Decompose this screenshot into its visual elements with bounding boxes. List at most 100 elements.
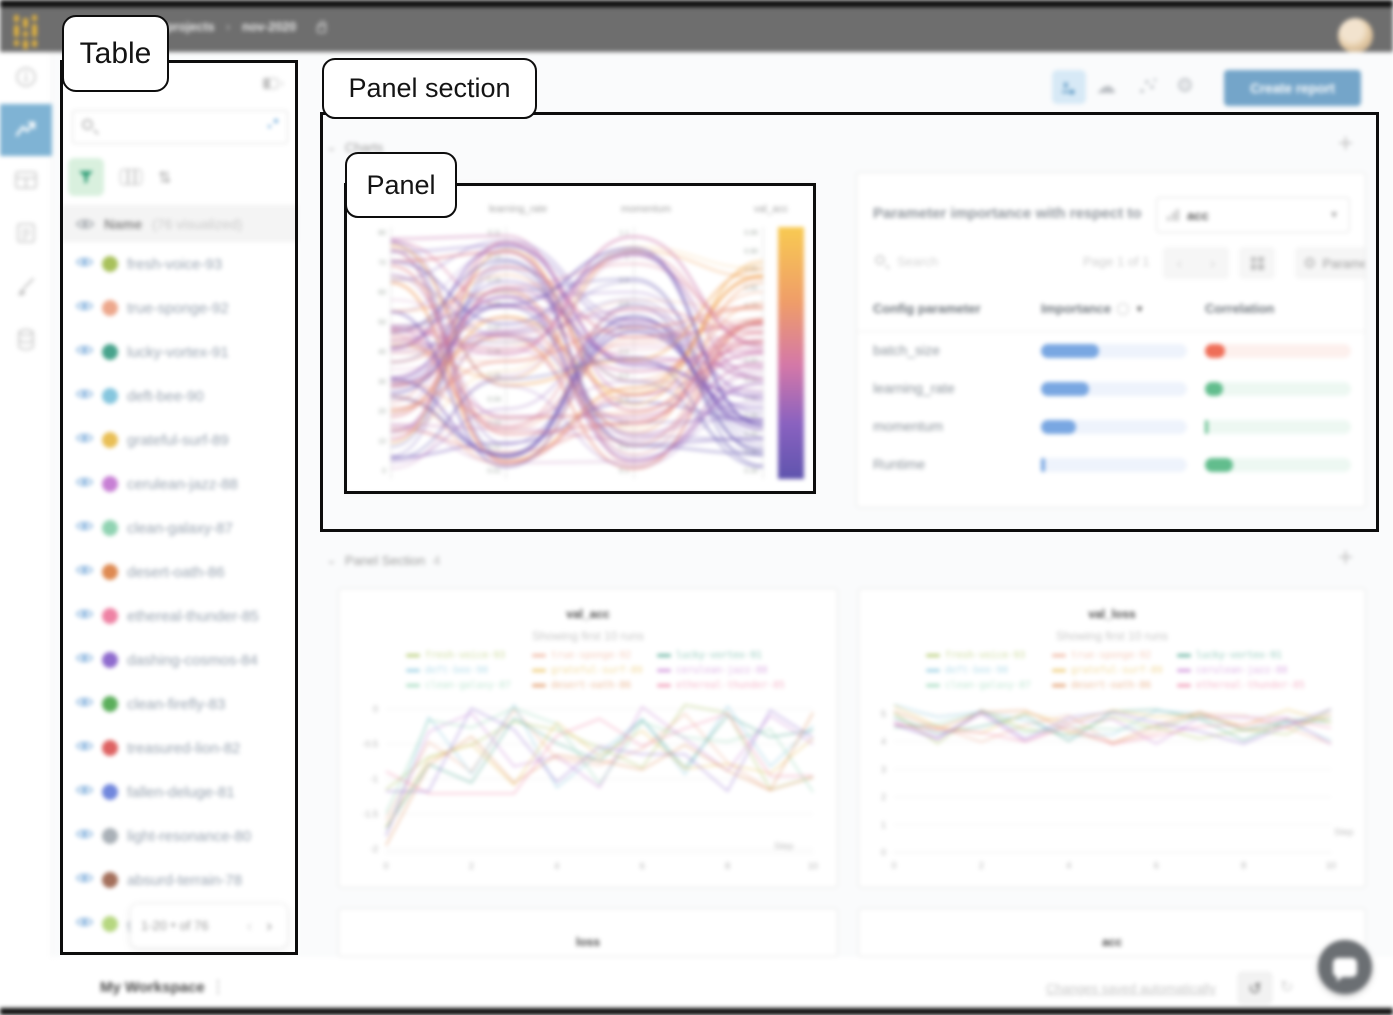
run-name[interactable]: absurd-terrain-78 (127, 871, 243, 889)
artifacts-database-icon[interactable] (16, 328, 36, 357)
overview-info-icon[interactable] (15, 66, 37, 93)
table-row[interactable]: treasured-lion-82 (62, 726, 298, 770)
autosave-status[interactable]: Changes saved automatically (1046, 981, 1216, 996)
charts-section-header[interactable]: ⌄ Charts (326, 140, 383, 155)
legend-item[interactable]: desert-oath-86 (532, 679, 631, 691)
visibility-eye-icon[interactable] (75, 740, 94, 752)
loss-chart-panel[interactable]: loss (338, 908, 838, 957)
scatter-panel-icon[interactable] (1138, 76, 1158, 101)
legend-item[interactable]: deft-bee-90 (406, 664, 488, 676)
metric-select-dropdown[interactable]: acc ▼ (1156, 197, 1350, 233)
run-name[interactable]: deft-bee-90 (127, 387, 204, 405)
correlation-header[interactable]: Correlation (1205, 301, 1275, 316)
table-row[interactable]: ethereal-thunder-85 (62, 594, 298, 638)
legend-item[interactable]: grateful-surf-89 (1052, 664, 1163, 676)
legend-item[interactable]: fresh-voice-93 (406, 649, 505, 661)
table-row[interactable]: light-resonance-80 (62, 814, 298, 858)
run-name[interactable]: lucky-vortex-91 (127, 343, 229, 361)
visibility-eye-icon[interactable] (75, 564, 94, 576)
runs-search-input[interactable] (72, 110, 288, 144)
settings-gear-icon[interactable]: ⚙ (1176, 73, 1194, 97)
workspace-menu-kebab-icon[interactable]: ⋮ (210, 979, 226, 996)
parallel-coordinates-panel[interactable]: learning_rate momentum val_acc 80 70 60 50 40 3… (344, 183, 815, 494)
legend-item[interactable]: lucky-vortex-91 (657, 649, 762, 661)
run-name[interactable]: fallen-deluge-81 (127, 783, 235, 801)
section-collapse-chevron-icon[interactable]: ⌄ (326, 140, 337, 155)
visibility-eye-icon[interactable] (75, 432, 94, 444)
collapse-sidebar-icon[interactable]: › (263, 76, 284, 90)
legend-item[interactable]: grateful-surf-89 (532, 664, 643, 676)
user-avatar[interactable] (1338, 18, 1373, 53)
workspace-charts-tab[interactable] (0, 104, 52, 156)
importance-row[interactable]: Runtime (857, 446, 1365, 484)
run-name[interactable]: clean-firefly-83 (127, 695, 226, 713)
table-row[interactable]: desert-oath-86 (62, 550, 298, 594)
table-row[interactable]: true-sponge-92 (62, 286, 298, 330)
x-axis-settings-button[interactable]: x (1052, 70, 1086, 104)
add-panel-button[interactable]: + (1338, 542, 1354, 572)
importance-row[interactable]: momentum (857, 408, 1365, 446)
legend-item[interactable]: cerulean-jazz-88 (1177, 664, 1288, 676)
legend-item[interactable]: fresh-voice-93 (926, 649, 1025, 661)
panel-section-2-header[interactable]: ⌄ Panel Section 4 (326, 553, 440, 568)
pagination-range[interactable]: 1-20 (141, 918, 168, 933)
importance-search-input[interactable]: Search (897, 254, 939, 269)
table-row[interactable]: deft-bee-90 (62, 374, 298, 418)
run-name[interactable]: cerulean-jazz-88 (127, 475, 238, 493)
visibility-eye-icon[interactable] (75, 608, 94, 620)
parameter-importance-panel[interactable]: Parameter importance with respect to acc… (856, 172, 1366, 508)
next-page-icon[interactable]: › (1210, 254, 1215, 272)
legend-item[interactable]: desert-oath-86 (1052, 679, 1151, 691)
breadcrumb-project-name[interactable]: nov-2020 (242, 20, 297, 34)
run-name[interactable]: treasured-lion-82 (127, 739, 241, 757)
val-loss-chart-panel[interactable]: val_loss Showing first 10 runs fresh-voi… (858, 588, 1366, 888)
run-name[interactable]: true-sponge-92 (127, 299, 229, 317)
table-row[interactable]: absurd-terrain-78 (62, 858, 298, 902)
visibility-eye-icon[interactable] (75, 784, 94, 796)
create-report-button[interactable]: Create report (1224, 70, 1361, 106)
redo-button[interactable]: ↻ (1280, 977, 1294, 996)
columns-button[interactable] (120, 169, 142, 185)
table-row[interactable]: fresh-voice-93 (62, 242, 298, 286)
table-row[interactable]: grateful-surf-89 (62, 418, 298, 462)
prev-page-icon[interactable]: ‹ (1177, 254, 1182, 272)
config-parameter-header[interactable]: Config parameter (873, 301, 981, 316)
run-name[interactable]: dashing-cosmos-84 (127, 651, 258, 669)
add-panel-button[interactable]: + (1338, 128, 1354, 158)
legend-item[interactable]: cerulean-jazz-88 (657, 664, 768, 676)
legend-item[interactable]: ethereal-thunder-85 (1177, 679, 1305, 691)
val-acc-plot[interactable]: 0 -0.5 -1 -1.5 -2 0 2 4 6 8 10 (346, 691, 832, 873)
val-acc-chart-panel[interactable]: val_acc Showing first 10 runs fresh-voic… (338, 588, 838, 888)
run-name[interactable]: desert-oath-86 (127, 563, 225, 581)
breadcrumb-projects[interactable]: projects (166, 20, 215, 34)
wandb-logo-icon[interactable] (14, 15, 37, 49)
run-name[interactable]: fresh-voice-93 (127, 255, 223, 273)
parameters-button[interactable]: ⚙ Parameters (1295, 247, 1365, 279)
visibility-eye-icon[interactable] (75, 256, 94, 268)
filter-button[interactable] (68, 158, 104, 196)
acc-chart-panel[interactable]: acc (858, 908, 1366, 957)
importance-row[interactable]: learning_rate (857, 370, 1365, 408)
legend-item[interactable]: clean-galaxy-87 (926, 679, 1031, 691)
visibility-eye-icon[interactable] (75, 828, 94, 840)
legend-item[interactable]: true-sponge-92 (532, 649, 631, 661)
visibility-eye-icon[interactable] (75, 696, 94, 708)
parallel-coordinates-plot[interactable]: 807060504030201000.110.100.090.080.070.0… (351, 217, 809, 489)
grid-view-button[interactable] (1239, 247, 1275, 279)
table-row[interactable]: fallen-deluge-81 (62, 770, 298, 814)
table-row[interactable]: cerulean-jazz-88 (62, 462, 298, 506)
importance-pagination[interactable]: ‹ › (1163, 247, 1229, 279)
legend-item[interactable]: deft-bee-90 (926, 664, 1008, 676)
legend-item[interactable]: clean-galaxy-87 (406, 679, 511, 691)
table-row[interactable]: clean-firefly-83 (62, 682, 298, 726)
visibility-eye-icon[interactable] (75, 652, 94, 664)
visibility-eye-icon[interactable] (75, 388, 94, 400)
visibility-eye-icon[interactable] (75, 916, 94, 928)
table-tab-icon[interactable] (14, 170, 38, 195)
run-name[interactable]: ethereal-thunder-85 (127, 607, 259, 625)
visibility-eye-icon[interactable] (76, 218, 94, 230)
visibility-eye-icon[interactable] (75, 300, 94, 312)
info-icon[interactable] (1117, 302, 1130, 315)
workspace-selector[interactable]: My Workspace (100, 979, 205, 996)
reports-tab-icon[interactable] (16, 222, 36, 249)
